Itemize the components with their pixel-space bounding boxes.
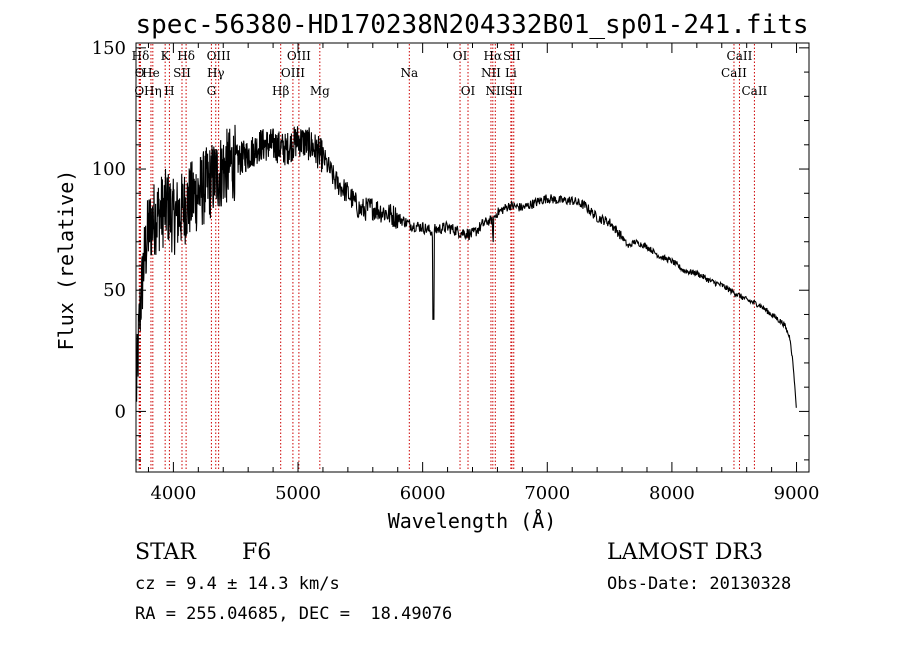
x-tick-label: 9000 <box>774 483 820 504</box>
spectrum-line <box>135 124 797 408</box>
line-label-13: OIII <box>281 66 305 80</box>
coordinates: RA = 255.04685, DEC = 18.49076 <box>135 604 453 624</box>
chart-title: spec-56380-HD170238N204332B01_sp01-241.f… <box>135 10 808 40</box>
x-tick-label: 8000 <box>649 483 695 504</box>
object-class: STAR <box>135 540 196 565</box>
line-label-19: Hα <box>484 49 503 63</box>
y-tick-label: 150 <box>92 38 126 59</box>
observation-date: Obs-Date: 20130328 <box>607 574 792 594</box>
line-label-21: NII <box>481 66 501 80</box>
line-label-24: SII <box>505 84 523 98</box>
y-axis-label: Flux (relative) <box>54 170 78 351</box>
x-tick-label: 4000 <box>150 483 196 504</box>
spectral-line-markers <box>138 44 755 471</box>
survey-name: LAMOST DR3 <box>607 540 763 565</box>
line-label-1: O <box>135 66 145 80</box>
x-tick-label: 5000 <box>275 483 321 504</box>
line-label-10: Hγ <box>207 66 225 80</box>
line-label-25: CaII <box>727 49 753 63</box>
line-label-11: G <box>207 84 217 98</box>
line-label-22: Li <box>505 66 517 80</box>
line-label-6: SII <box>173 66 191 80</box>
x-tick-label: 6000 <box>400 483 446 504</box>
line-label-15: Mg <box>310 84 330 98</box>
x-axis-label: Wavelength (Å) <box>388 509 557 533</box>
line-label-5: K <box>161 49 171 63</box>
line-label-12: OIII <box>287 49 311 63</box>
y-tick-label: 50 <box>103 280 126 301</box>
y-tick-label: 100 <box>92 159 126 180</box>
line-label-17: OI <box>453 49 468 63</box>
x-tick-label: 7000 <box>524 483 570 504</box>
line-label-16: Na <box>400 66 418 80</box>
line-label-7: H <box>164 84 174 98</box>
line-label-2: O <box>134 84 144 98</box>
line-label-23: NII <box>485 84 505 98</box>
line-label-20: SII <box>503 49 521 63</box>
y-tick-labels: 0 50 100 150 <box>92 38 126 423</box>
axis-ticks <box>136 43 809 472</box>
line-label-26: CaII <box>721 66 747 80</box>
line-label-27: CaII <box>741 84 767 98</box>
spectral-subclass: F6 <box>242 540 272 565</box>
x-tick-labels: 4000 5000 6000 7000 8000 9000 <box>150 483 819 504</box>
line-label-18: OI <box>461 84 476 98</box>
y-tick-label: 0 <box>115 401 126 422</box>
line-label-3: He <box>142 66 160 80</box>
line-label-9: OIII <box>207 49 231 63</box>
line-label-0: Hδ <box>132 49 150 63</box>
line-label-4: Hη <box>144 84 162 98</box>
line-label-8: Hδ <box>177 49 195 63</box>
line-label-14: Hβ <box>272 84 289 98</box>
plot-frame <box>135 42 810 473</box>
redshift-cz: cz = 9.4 ± 14.3 km/s <box>135 574 340 594</box>
